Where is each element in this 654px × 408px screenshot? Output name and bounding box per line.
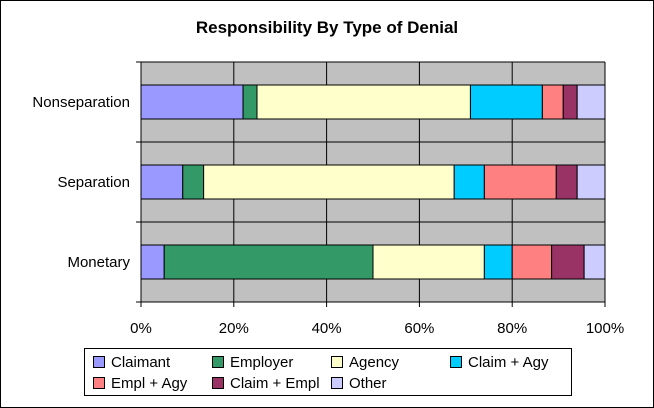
x-tick-label: 40%: [312, 320, 342, 337]
bar-segment: [140, 244, 165, 280]
bar-segment: [483, 244, 513, 280]
legend-label: Agency: [349, 353, 400, 371]
legend-label: Employer: [230, 353, 294, 371]
legend: Claimant Employer Agency Claim + Agy Empl + …: [84, 348, 572, 396]
bar-segment: [583, 244, 606, 280]
bar-segment: [140, 84, 244, 120]
bar-segment: [203, 164, 455, 200]
legend-swatch: [212, 356, 224, 368]
bar-segment: [453, 164, 485, 200]
bar-segment: [555, 164, 578, 200]
legend-swatch: [331, 356, 343, 368]
legend-label: Claimant: [111, 353, 171, 371]
bar-segment: [469, 84, 543, 120]
legend-item: Empl + Agy: [93, 373, 187, 393]
bar-segment: [256, 84, 471, 120]
category-labels: Monetary Separation Nonseparation: [32, 94, 130, 271]
bar-segment: [541, 84, 564, 120]
x-tick-label: 100%: [586, 320, 624, 337]
legend-item: Claim + Empl: [212, 373, 320, 393]
legend-item: Agency: [331, 352, 399, 372]
bar-segment: [551, 244, 585, 280]
x-tick-label: 80%: [497, 320, 527, 337]
category-label: Nonseparation: [32, 94, 130, 111]
legend-item: Claim + Agy: [450, 352, 548, 372]
bar-segment: [372, 244, 485, 280]
legend-label: Claim + Agy: [468, 353, 549, 371]
legend-item: Employer: [212, 352, 293, 372]
category-label: Separation: [57, 174, 130, 191]
legend-swatch: [93, 377, 105, 389]
bar-segment: [182, 164, 205, 200]
legend-item: Claimant: [93, 352, 170, 372]
legend-item: Other: [331, 373, 387, 393]
legend-swatch: [450, 356, 462, 368]
x-tick-label: 60%: [404, 320, 434, 337]
legend-label: Empl + Agy: [111, 374, 188, 392]
bar-segment: [576, 164, 606, 200]
x-tick-label: 20%: [219, 320, 249, 337]
bar-segment: [163, 244, 374, 280]
bars: [140, 84, 606, 280]
legend-label: Claim + Empl: [230, 374, 320, 392]
bar-segment: [562, 84, 578, 120]
legend-swatch: [331, 377, 343, 389]
legend-label: Other: [349, 374, 387, 392]
bar-segment: [483, 164, 557, 200]
category-label: Monetary: [67, 254, 130, 271]
legend-swatch: [212, 377, 224, 389]
tick-labels: 0% 20% 40% 60% 80% 100%: [130, 320, 624, 337]
legend-swatch: [93, 356, 105, 368]
bar-segment: [140, 164, 184, 200]
bar-segment: [511, 244, 553, 280]
axes: [136, 61, 606, 307]
bar-segment: [576, 84, 606, 120]
bar-segment: [242, 84, 258, 120]
x-tick-label: 0%: [130, 320, 152, 337]
chart-title: Responsibility By Type of Denial: [195, 18, 459, 37]
